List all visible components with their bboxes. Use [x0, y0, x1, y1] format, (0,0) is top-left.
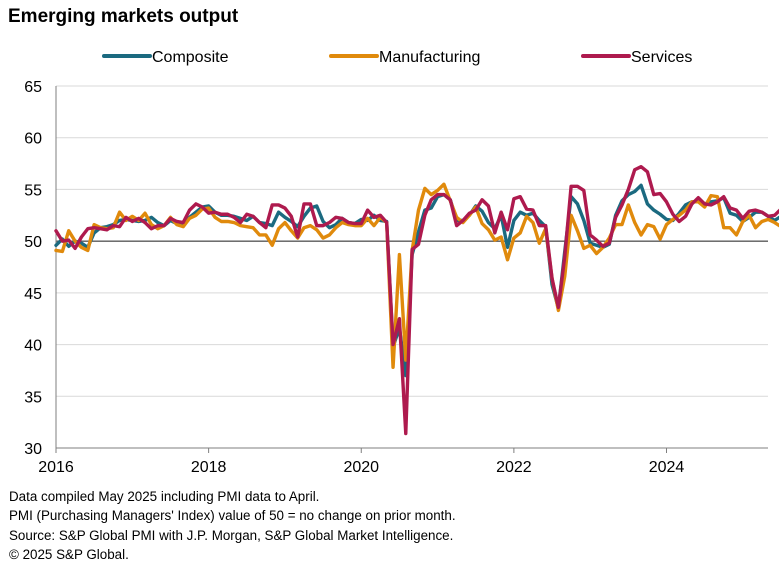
x-tick-label: 2016 [38, 459, 74, 476]
y-tick-label: 65 [24, 79, 42, 96]
footnote-pmi-definition: PMI (Purchasing Managers' Index) value o… [9, 508, 456, 524]
legend-label-manufacturing: Manufacturing [379, 49, 480, 66]
x-tick-label: 2018 [191, 459, 227, 476]
legend-label-composite: Composite [152, 49, 229, 66]
y-axis-ticks: 30 35 40 45 50 55 60 65 [24, 79, 42, 458]
x-tick-label: 2022 [496, 459, 532, 476]
y-tick-label: 50 [24, 234, 42, 251]
legend-label-services: Services [631, 49, 692, 66]
footnote-data-compiled: Data compiled May 2025 including PMI dat… [9, 489, 320, 504]
legend: Composite Manufacturing Services [102, 49, 692, 66]
y-tick-label: 55 [24, 182, 42, 199]
line-chart: 30 35 40 45 50 55 60 65 2016 2018 2020 2022 2024 Co… [24, 49, 779, 476]
x-tick-label: 2020 [343, 459, 379, 476]
footnote-source: Source: S&P Global PMI with J.P. Morgan,… [9, 527, 454, 543]
x-tick-label: 2024 [649, 459, 685, 476]
y-tick-label: 60 [24, 131, 42, 148]
chart-title: Emerging markets output [8, 6, 239, 27]
y-tick-label: 45 [24, 286, 42, 303]
series-line-services [54, 164, 779, 436]
footnotes: Data compiled May 2025 including PMI dat… [9, 487, 456, 564]
x-axis-ticks: 2016 2018 2020 2022 2024 [38, 448, 684, 476]
footnote-copyright: © 2025 S&P Global. [9, 546, 129, 562]
y-tick-label: 35 [24, 389, 42, 406]
series-lines [54, 164, 779, 436]
series-line-manufacturing [54, 182, 779, 370]
y-tick-label: 30 [24, 441, 42, 458]
y-tick-label: 40 [24, 338, 42, 355]
